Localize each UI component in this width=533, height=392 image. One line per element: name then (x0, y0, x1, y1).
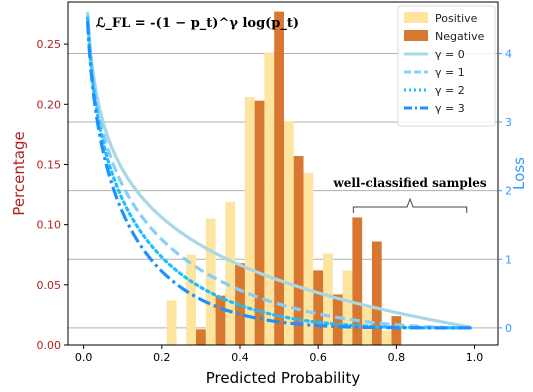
bar-negative (215, 295, 226, 345)
loss-curves (85, 11, 473, 330)
annotation: ℒ_FL = -(1 − p_t)^γ log(p_t) well-classi… (96, 16, 487, 213)
legend-label-gamma-2: γ = 2 (435, 84, 465, 97)
bar-negative (352, 217, 363, 345)
annotation-brace (352, 197, 468, 213)
bar-positive (166, 300, 177, 345)
bar-negative (371, 241, 382, 345)
y-right-tick-label: 2 (505, 185, 512, 198)
legend-label-positive: Positive (435, 12, 478, 25)
x-tick-label: 0.8 (388, 351, 406, 364)
bar-positive (283, 121, 294, 345)
bar-positive (381, 330, 392, 345)
loss-curve-gamma-3 (85, 21, 471, 330)
bar-positive (264, 52, 275, 346)
y-right-tick-label: 0 (505, 322, 512, 335)
x-tick-label: 0.4 (231, 351, 249, 364)
y-right-tick-label: 1 (505, 253, 512, 266)
y-left-tick-label: 0.05 (37, 279, 62, 292)
y-right-axis-label: Loss (510, 157, 528, 190)
bar-negative (313, 270, 324, 345)
bar-negative (274, 11, 284, 345)
bar-positive (323, 253, 333, 345)
x-tick-label: 0.0 (75, 351, 93, 364)
y-left-tick-label: 0.20 (37, 98, 62, 111)
bar-negative (293, 156, 304, 345)
loss-curve-gamma-1 (85, 14, 471, 330)
legend-label-gamma-0: γ = 0 (435, 48, 465, 61)
bar-negative (332, 294, 343, 345)
formula-label: ℒ_FL = -(1 − p_t)^γ log(p_t) (96, 16, 299, 31)
bar-positive (303, 172, 314, 345)
bar-positive (244, 97, 255, 345)
x-tick-label: 0.2 (153, 351, 171, 364)
y-left-tick-label: 0.15 (37, 158, 62, 171)
loss-curve-gamma-2 (85, 16, 473, 330)
y-left-tick-label: 0.25 (37, 38, 62, 51)
legend-swatch-negative (404, 30, 428, 41)
plot-frame (67, 1, 499, 346)
legend-label-negative: Negative (435, 30, 485, 43)
y-left-tick-label: 0.00 (37, 339, 62, 352)
loss-curve-gamma-0 (85, 11, 471, 329)
y-left-tick-label: 0.10 (37, 219, 62, 232)
legend-label-gamma-3: γ = 3 (435, 102, 465, 115)
y-right-tick-label: 4 (505, 47, 512, 60)
legend: Positive Negative γ = 0 γ = 1 γ = 2 γ = 3 (397, 5, 496, 127)
bar-positive (205, 218, 216, 345)
annotation-label: well-classified samples (332, 176, 487, 190)
bar-positive (342, 270, 353, 345)
bar-negative (196, 329, 206, 345)
x-tick-label: 1.0 (466, 351, 484, 364)
bar-negative (391, 316, 402, 345)
y-right-tick-label: 3 (505, 116, 512, 129)
bar-negative (254, 100, 265, 346)
x-axis-label: Predicted Probability (206, 369, 361, 387)
y-left-axis-label: Percentage (10, 131, 28, 215)
legend-label-gamma-1: γ = 1 (435, 66, 465, 79)
bar-positive (225, 201, 236, 345)
bar-positive (186, 254, 197, 345)
legend-swatch-positive (404, 12, 428, 23)
x-tick-label: 0.6 (309, 351, 327, 364)
axes: 0.0 0.2 0.4 0.6 0.8 1.0 0.00 0.05 0.10 0.15 0.20 0.… (10, 1, 528, 387)
